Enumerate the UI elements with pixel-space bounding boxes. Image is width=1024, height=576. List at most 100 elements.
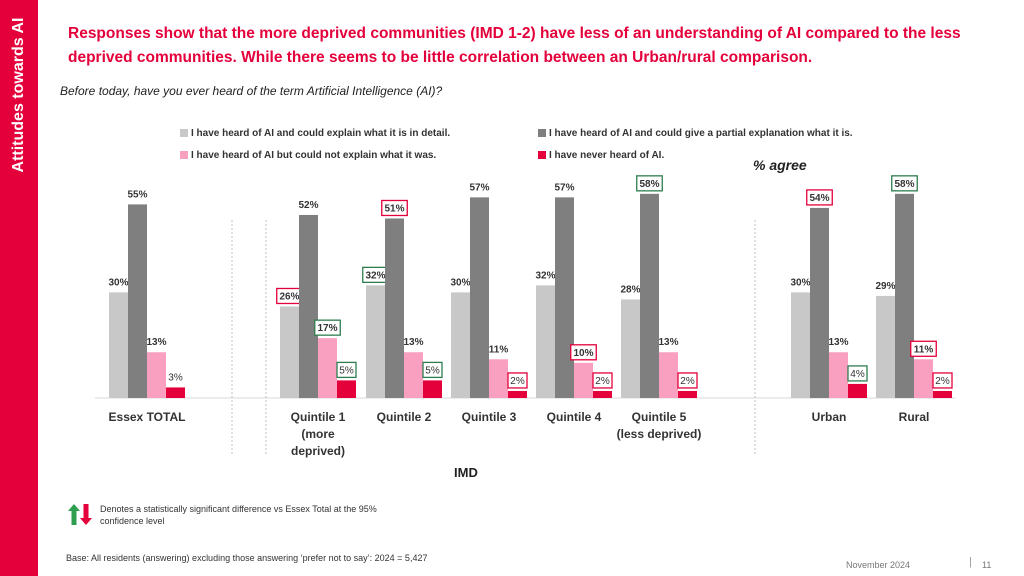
data-label-s2-c3: 11%	[489, 344, 509, 355]
legend-swatch-never-heard	[538, 151, 546, 159]
legend-label-partial: I have heard of AI and could give a part…	[549, 128, 853, 139]
sig-box-s1-c7	[891, 175, 918, 192]
sig-box-s1-c5	[636, 175, 663, 192]
category-label-0-0: Essex TOTAL	[109, 410, 186, 424]
footer-date: November 2024	[846, 560, 911, 570]
page-number: 11	[982, 560, 992, 570]
category-label-5-0: Quintile 5	[632, 410, 687, 424]
bar-s2-c6	[829, 352, 848, 398]
category-label-5-1: (less deprived)	[617, 427, 702, 441]
data-label-s1-c2: 51%	[384, 203, 404, 214]
significance-note: Denotes a statistically significant diff…	[100, 504, 377, 526]
sig-box-s1-c6	[806, 189, 833, 206]
bar-s3-c1	[337, 380, 356, 398]
sig-box-s3-c1	[336, 361, 357, 379]
data-label-s0-c5: 28%	[620, 284, 640, 295]
data-label-s2-c5: 13%	[658, 337, 678, 348]
bar-s1-c0	[128, 204, 147, 398]
data-label-s3-c1: 5%	[339, 365, 354, 376]
data-label-s3-c3: 2%	[510, 376, 525, 387]
data-label-s2-c1: 17%	[317, 323, 337, 334]
bar-s2-c7	[914, 359, 933, 398]
category-label-7-0: Rural	[899, 410, 930, 424]
sig-box-s2-c1	[314, 319, 341, 336]
bar-s3-c3	[508, 390, 527, 398]
category-label-1-1: (more	[301, 427, 335, 441]
bar-s3-c6	[848, 383, 867, 398]
data-label-s1-c7: 58%	[894, 179, 914, 190]
data-label-s1-c6: 54%	[809, 193, 829, 204]
bar-s3-c2	[423, 380, 442, 398]
data-label-s0-c0: 30%	[108, 277, 128, 288]
data-label-s0-c1: 26%	[279, 291, 299, 302]
bar-s2-c4	[574, 362, 593, 398]
data-label-s0-c6: 30%	[790, 277, 810, 288]
bar-s1-c4	[555, 197, 574, 398]
bar-s2-c1	[318, 338, 337, 398]
bar-s3-c5	[678, 390, 697, 398]
significance-arrows-icon	[68, 504, 92, 525]
bar-s3-c7	[933, 390, 952, 398]
data-label-s0-c4: 32%	[535, 270, 555, 281]
data-label-s0-c3: 30%	[450, 277, 470, 288]
category-label-1-0: Quintile 1	[291, 410, 346, 424]
data-label-s3-c0: 3%	[168, 372, 183, 383]
legend-label-never-heard: I have never heard of AI.	[549, 150, 665, 161]
sig-box-s3-c2	[422, 361, 443, 379]
legend-swatch-could-not-explain	[180, 151, 188, 159]
sig-box-s2-c4	[570, 344, 597, 361]
bar-s2-c2	[404, 352, 423, 398]
bar-s1-c1	[299, 214, 318, 398]
bar-s1-c2	[385, 218, 404, 398]
legend-item-partial: I have heard of AI and could give a part…	[538, 128, 853, 139]
bar-s0-c6	[791, 292, 810, 398]
data-label-s3-c4: 2%	[595, 376, 610, 387]
data-label-s1-c0: 55%	[127, 189, 147, 200]
category-label-3-0: Quintile 3	[462, 410, 517, 424]
data-label-s2-c7: 11%	[914, 344, 934, 355]
sig-box-s3-c4	[592, 372, 613, 389]
sig-box-s3-c5	[677, 372, 698, 389]
legend-item-could-not-explain: I have heard of AI but could not explain…	[180, 150, 436, 161]
sig-box-s2-c7	[910, 340, 937, 357]
bar-s2-c0	[147, 352, 166, 398]
legend-swatch-partial	[538, 129, 546, 137]
bar-s0-c0	[109, 292, 128, 398]
data-label-s2-c0: 13%	[146, 337, 166, 348]
imd-axis-title: IMD	[454, 465, 478, 480]
bar-s2-c5	[659, 352, 678, 398]
data-label-s2-c6: 13%	[828, 337, 848, 348]
footer-separator: |	[969, 556, 972, 568]
bar-s1-c5	[640, 193, 659, 398]
data-label-s1-c4: 57%	[554, 182, 574, 193]
bar-s0-c7	[876, 295, 895, 398]
data-label-s0-c2: 32%	[365, 270, 385, 281]
bar-s1-c7	[895, 193, 914, 398]
data-label-s0-c7: 29%	[875, 281, 895, 292]
category-label-1-2: deprived)	[291, 444, 345, 458]
survey-question: Before today, have you ever heard of the…	[60, 84, 443, 98]
category-label-4-0: Quintile 4	[547, 410, 602, 424]
data-label-s2-c2: 13%	[403, 337, 423, 348]
sig-box-s3-c7	[932, 372, 953, 389]
category-label-2-0: Quintile 2	[377, 410, 432, 424]
bar-s3-c0	[166, 387, 185, 398]
data-label-s1-c5: 58%	[639, 179, 659, 190]
category-label-6-0: Urban	[812, 410, 847, 424]
sig-box-s1-c2	[381, 199, 408, 217]
bar-s1-c3	[470, 197, 489, 398]
headline: Responses show that the more deprived co…	[68, 25, 961, 66]
legend-swatch-detail	[180, 129, 188, 137]
sig-box-s3-c3	[507, 372, 528, 389]
bar-s0-c1	[280, 306, 299, 398]
data-label-s1-c1: 52%	[298, 200, 318, 211]
bar-s0-c2	[366, 285, 385, 398]
y-axis-label: % agree	[753, 157, 807, 173]
bar-s3-c4	[593, 390, 612, 398]
bar-s0-c5	[621, 299, 640, 398]
data-label-s2-c4: 10%	[573, 348, 593, 359]
data-label-s3-c5: 2%	[680, 376, 695, 387]
legend-item-never-heard: I have never heard of AI.	[538, 150, 664, 161]
legend-label-detail: I have heard of AI and could explain wha…	[191, 128, 451, 139]
